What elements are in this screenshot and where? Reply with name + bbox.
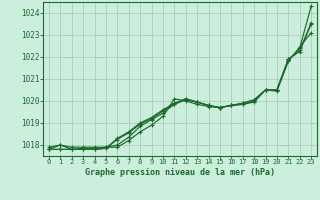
X-axis label: Graphe pression niveau de la mer (hPa): Graphe pression niveau de la mer (hPa) <box>85 168 275 177</box>
